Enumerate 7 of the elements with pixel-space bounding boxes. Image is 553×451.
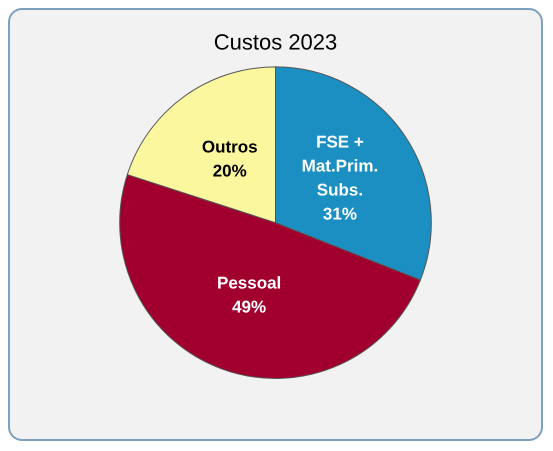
data-label: 20% xyxy=(212,161,247,180)
data-label: 31% xyxy=(322,204,357,224)
slice-label: Pessoal xyxy=(216,274,282,293)
data-label: 49% xyxy=(232,298,266,317)
slice-label: FSE + Mat.Prim. Subs. xyxy=(302,132,378,200)
chart-title: Custos 2023 xyxy=(214,29,338,54)
slice-label: Outros xyxy=(202,137,258,156)
